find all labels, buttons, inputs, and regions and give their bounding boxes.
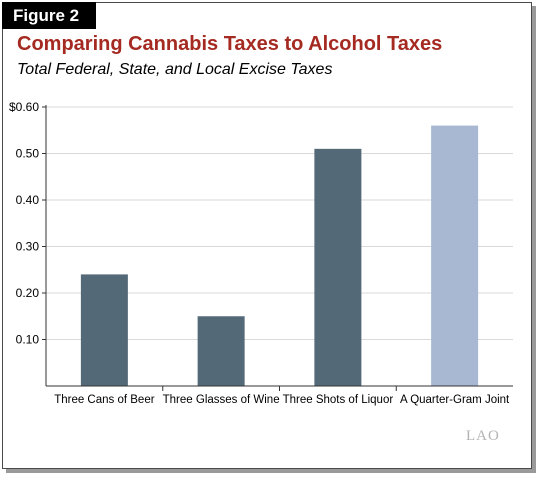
x-tick-label: Three Glasses of Wine [163,394,280,406]
y-tick-label: 0.30 [16,240,40,254]
bar [314,148,362,386]
y-tick-labels: 0.10 0.20 0.30 0.40 0.50 $0.60 [9,100,39,347]
bar [197,316,245,386]
y-tick-label: 0.10 [16,333,40,347]
x-tick-label: A Quarter-Gram Joint [400,394,510,406]
x-tick-label: Three Shots of Liquor [283,394,394,406]
figure-label: Figure 2 [2,2,96,29]
chart-subtitle: Total Federal, State, and Local Excise T… [17,61,333,78]
chart-title: Comparing Cannabis Taxes to Alcohol Taxe… [17,33,443,55]
bar [431,125,479,386]
y-tick-label: 0.40 [16,193,40,207]
lao-watermark: LAO [466,428,500,444]
y-tick-label: 0.50 [16,147,40,161]
y-tick-label: $0.60 [9,100,39,114]
x-tick-labels: Three Cans of Beer Three Glasses of Wine T… [54,394,510,406]
bars [80,125,479,386]
y-tick-label: 0.20 [16,286,40,300]
x-tick-label: Three Cans of Beer [54,394,155,406]
axes [42,105,513,391]
bar [80,274,128,386]
